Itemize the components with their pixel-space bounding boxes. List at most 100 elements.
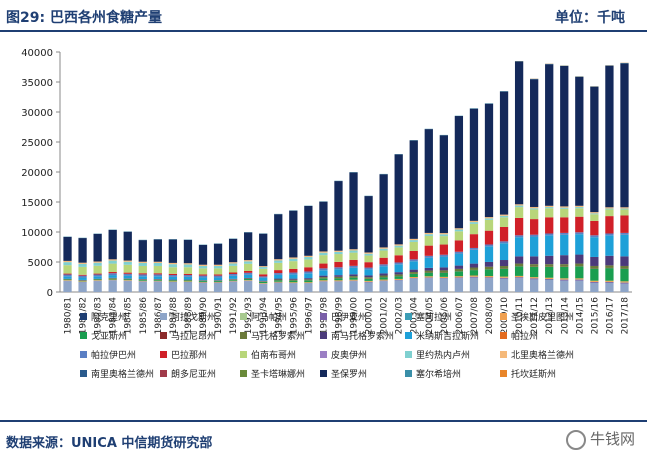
bar-segment: [470, 264, 478, 268]
legend-swatch: [320, 370, 327, 377]
bar-segment: [560, 217, 568, 233]
bar-segment: [199, 277, 207, 280]
bar-segment: [109, 281, 117, 292]
bar-segment: [289, 284, 297, 292]
bar-segment: [319, 252, 327, 253]
bar-segment: [184, 267, 192, 274]
bar-segment: [199, 281, 207, 282]
bar-segment: [304, 273, 312, 278]
bar-segment: [620, 216, 628, 233]
bar-segment: [63, 237, 71, 261]
bar-segment: [334, 278, 342, 280]
bar-segment: [470, 268, 478, 270]
bar-segment: [500, 217, 508, 227]
bar-segment: [379, 174, 387, 247]
unit-label: 单位：千吨: [555, 7, 625, 27]
bar-segment: [455, 252, 463, 254]
legend-label: 帕拉州: [511, 330, 538, 342]
bar-segment: [470, 278, 478, 292]
x-tick-label: 2016/17: [605, 297, 615, 334]
x-tick-label: 2007/08: [470, 297, 480, 335]
legend-label: 米纳斯吉拉斯州: [416, 330, 479, 342]
bar-segment: [440, 255, 448, 257]
bar-segment: [605, 210, 613, 217]
bar-segment: [379, 264, 387, 266]
bar-segment: [334, 277, 342, 278]
bar-segment: [259, 284, 267, 292]
bar-segment: [78, 276, 86, 278]
bar-segment: [440, 236, 448, 244]
bar-segment: [319, 202, 327, 252]
stacked-bar-chart: 0500010000150002000025000300003500040000…: [0, 30, 647, 418]
bar-segment: [184, 280, 192, 281]
bar-segment: [620, 269, 628, 282]
bar-segment: [274, 260, 282, 262]
bar-segment: [304, 282, 312, 283]
bar-segment: [425, 256, 433, 258]
bar-segment: [63, 274, 71, 275]
bar-segment: [515, 278, 523, 292]
bar-segment: [184, 274, 192, 275]
legend-swatch: [405, 351, 412, 358]
legend-swatch: [320, 332, 327, 339]
bar-segment: [259, 283, 267, 284]
bar-segment: [364, 262, 372, 267]
x-tick-label: 2014/15: [575, 297, 585, 334]
bar-segment: [349, 276, 357, 277]
bar-segment: [530, 79, 538, 207]
bar-segment: [530, 279, 538, 280]
bar-segment: [455, 254, 463, 266]
bar-segment: [274, 214, 282, 259]
bar-segment: [545, 264, 553, 267]
bar-segment: [470, 270, 478, 275]
bar-segment: [470, 250, 478, 264]
bar-segment: [124, 262, 132, 265]
bar-segment: [169, 240, 177, 263]
bar-segment: [410, 274, 418, 277]
bar-segment: [184, 240, 192, 263]
bar-segment: [319, 280, 327, 281]
bar-segment: [364, 275, 372, 277]
x-tick-label: 2001/02: [380, 297, 390, 334]
bar-segment: [319, 278, 327, 280]
bar-segment: [229, 263, 237, 265]
bar-segment: [304, 271, 312, 273]
bar-segment: [500, 266, 508, 269]
bar-segment: [319, 270, 327, 275]
bar-segment: [229, 266, 237, 273]
bar-segment: [515, 61, 523, 204]
bar-segment: [304, 278, 312, 279]
bar-segment: [349, 268, 357, 275]
bar-segment: [274, 279, 282, 280]
bar-segment: [575, 264, 583, 267]
bar-segment: [410, 272, 418, 274]
bar-segment: [63, 280, 71, 281]
bar-segment: [515, 235, 523, 237]
bar-segment: [109, 279, 117, 280]
bar-segment: [214, 276, 222, 278]
bar-segment: [349, 266, 357, 268]
legend-label: 南里奥格兰德州: [91, 368, 154, 380]
y-tick-label: 5000: [28, 258, 53, 269]
bar-segment: [93, 274, 101, 275]
bar-segment: [304, 279, 312, 280]
bar-segment: [289, 280, 297, 281]
bar-segment: [349, 280, 357, 281]
bar-segment: [620, 266, 628, 269]
bar-segment: [395, 247, 403, 255]
bar-segment: [364, 268, 372, 270]
bar-segment: [124, 261, 132, 262]
bar-segment: [515, 256, 523, 263]
bar-segment: [515, 237, 523, 256]
bar-segment: [184, 281, 192, 282]
y-tick-label: 40000: [21, 48, 53, 59]
bar-segment: [93, 274, 101, 276]
bar-segment: [93, 281, 101, 292]
bar-segment: [334, 252, 342, 254]
bar-segment: [410, 270, 418, 272]
source-note: 数据来源：UNICA 中信期货研究部: [6, 432, 212, 451]
bar-segment: [379, 258, 387, 265]
bar-segment: [515, 207, 523, 218]
legend-swatch: [80, 332, 87, 339]
bar-segment: [349, 260, 357, 266]
